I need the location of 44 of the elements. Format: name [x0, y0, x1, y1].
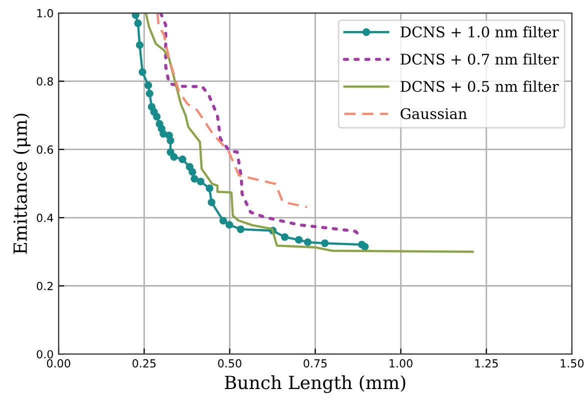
point [190, 174, 198, 183]
legend-label: DCNS + 0.5 nm filter [400, 80, 559, 92]
point [136, 41, 144, 49]
point [138, 68, 146, 76]
point [188, 168, 196, 176]
legend-label: Gaussian [400, 108, 467, 120]
point [166, 136, 174, 144]
y-tick-label: 1.0 [37, 9, 53, 18]
x-tick-label: 1.50 [560, 359, 584, 368]
legend-label: DCNS + 0.7 nm filter [400, 53, 559, 65]
x-tick-label: 0.50 [218, 359, 242, 368]
x-tick-label: 1.25 [475, 359, 498, 368]
point [236, 225, 244, 234]
line-series [156, 13, 308, 208]
point [132, 13, 140, 19]
point [134, 19, 142, 28]
y-tick-label: 0.6 [36, 145, 54, 154]
point [206, 184, 214, 192]
y-tick-label: 0.0 [36, 350, 53, 358]
point [304, 238, 312, 246]
x-tick-label: 1.00 [390, 359, 412, 368]
point [295, 236, 303, 244]
point [146, 90, 154, 98]
legend-label: DCNS + 1.0 nm filter [400, 26, 559, 38]
x-axis-title: Bunch Length (mm) [224, 375, 406, 393]
point [226, 221, 234, 229]
point [160, 130, 168, 138]
point [208, 198, 216, 206]
point [280, 233, 289, 241]
point [153, 112, 161, 121]
point [170, 153, 178, 161]
y-tick-label: 0.8 [36, 77, 53, 86]
y-tick-label: 0.2 [36, 282, 53, 290]
x-tick-label: 0.25 [132, 359, 156, 368]
y-axis-title: Emittance (μm) [13, 114, 31, 254]
x-tick-label: 0.00 [46, 359, 70, 368]
point [144, 82, 152, 90]
point [178, 156, 186, 164]
point [219, 216, 228, 225]
y-tick-label: 0.4 [36, 214, 54, 222]
x-tick-label: 0.75 [304, 359, 327, 368]
point [361, 242, 369, 250]
point [196, 178, 204, 186]
point [321, 239, 329, 248]
